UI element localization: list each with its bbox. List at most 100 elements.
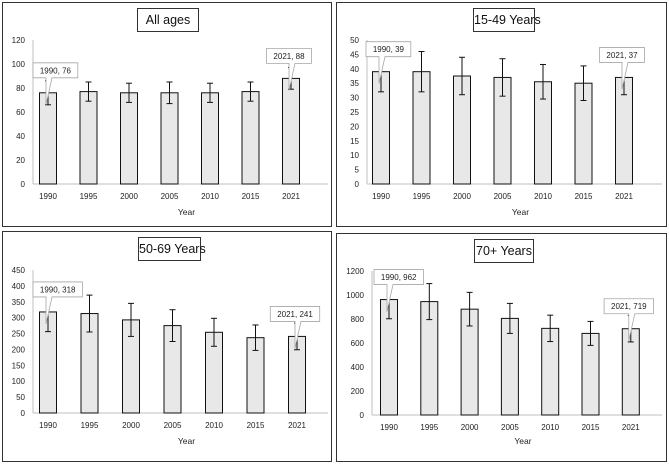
y-tick-label: 20 xyxy=(16,156,25,165)
data-label: 1990, 76 xyxy=(40,66,72,75)
data-label: 1990, 962 xyxy=(381,273,417,282)
x-tick-label: 2015 xyxy=(242,192,260,201)
bar xyxy=(160,92,179,185)
x-tick-label: 2000 xyxy=(120,192,138,201)
y-tick-label: 40 xyxy=(350,65,359,74)
x-tick-label: 2021 xyxy=(282,192,300,201)
chart-panel-50-69-years: 50-69 Years 0 50 100 150 200 250 300 350 400 450 1… xyxy=(2,231,332,462)
x-axis-title: Year xyxy=(178,207,195,217)
x-tick-label: 1990 xyxy=(39,421,57,430)
y-tick-label: 40 xyxy=(16,132,25,141)
y-tick-label: 0 xyxy=(21,180,26,189)
x-tick-label: 1990 xyxy=(39,192,57,201)
chart-title: 50-69 Years xyxy=(138,237,206,261)
data-label: 2021, 241 xyxy=(277,310,313,319)
bar xyxy=(79,91,98,185)
bar xyxy=(201,92,219,185)
x-tick-label: 1995 xyxy=(80,192,98,201)
data-label: 2021, 88 xyxy=(273,52,305,61)
y-tick-label: 45 xyxy=(350,50,359,59)
y-tick-label: 1200 xyxy=(346,267,364,276)
data-label-callout: 2021, 88 xyxy=(266,48,312,91)
y-tick-label: 200 xyxy=(351,387,365,396)
data-label-callout: 2021, 37 xyxy=(599,47,645,90)
x-tick-label: 2010 xyxy=(534,192,552,201)
callout-box xyxy=(373,269,424,312)
data-label: 2021, 719 xyxy=(611,302,647,311)
bar xyxy=(120,92,138,185)
x-tick-label: 2010 xyxy=(541,423,559,432)
y-tick-label: 20 xyxy=(350,122,359,131)
x-tick-label: 1995 xyxy=(420,423,438,432)
y-tick-label: 30 xyxy=(350,94,359,103)
y-tick-label: 80 xyxy=(16,84,25,93)
data-label: 2021, 37 xyxy=(606,51,638,60)
callout-box xyxy=(269,306,321,349)
y-tick-label: 200 xyxy=(12,345,26,354)
y-tick-label: 100 xyxy=(12,377,26,386)
y-tick-label: 35 xyxy=(350,79,359,88)
x-tick-label: 1990 xyxy=(372,192,390,201)
x-tick-label: 2015 xyxy=(575,192,593,201)
callout-box xyxy=(365,41,412,84)
data-label-callout: 1990, 39 xyxy=(365,41,412,84)
data-label-callout: 1990, 962 xyxy=(373,269,424,312)
x-tick-label: 2010 xyxy=(201,192,219,201)
y-tick-label: 800 xyxy=(351,315,365,324)
chart-panel-15-49-years: 15-49 Years 0 5 10 15 20 25 30 35 40 45 50 1990 1995… xyxy=(336,2,667,227)
data-label-callout: 2021, 719 xyxy=(603,298,654,341)
x-axis-title: Year xyxy=(514,436,531,446)
y-tick-label: 120 xyxy=(12,36,26,45)
y-tick-label: 400 xyxy=(12,282,26,291)
y-tick-label: 0 xyxy=(21,409,26,418)
y-tick-label: 25 xyxy=(350,108,359,117)
y-tick-label: 10 xyxy=(350,151,359,160)
x-tick-label: 1995 xyxy=(413,192,431,201)
y-tick-label: 1000 xyxy=(346,291,364,300)
chart-panel-all-ages: All ages 0 20 40 60 80 100 120 1990 1995 2000 2005… xyxy=(2,2,332,227)
x-tick-label: 2015 xyxy=(247,421,265,430)
y-tick-label: 50 xyxy=(350,36,359,45)
chart-title: 15-49 Years xyxy=(473,8,541,32)
y-tick-label: 15 xyxy=(350,137,359,146)
data-label-callout: 1990, 76 xyxy=(32,62,79,105)
bar xyxy=(282,77,300,185)
bar xyxy=(241,91,260,185)
chart-title: All ages xyxy=(137,8,199,32)
x-tick-label: 2015 xyxy=(582,423,600,432)
x-tick-label: 2000 xyxy=(461,423,479,432)
x-tick-label: 2005 xyxy=(161,192,179,201)
x-tick-label: 2021 xyxy=(288,421,306,430)
chart-svg: 0 200 400 600 800 1000 1200 1990 1995 2000 2005 201… xyxy=(346,267,662,446)
data-label: 1990, 39 xyxy=(373,45,405,54)
y-tick-label: 0 xyxy=(355,180,360,189)
chart-svg: 0 5 10 15 20 25 30 35 40 45 50 1990 1995 2000 2005 2010… xyxy=(350,36,662,217)
bar xyxy=(39,92,57,185)
callout-box xyxy=(32,62,79,105)
chart-panel-70-plus-years: 70+ Years 0 200 400 600 800 1000 1200 1990 1995 2… xyxy=(336,233,667,462)
x-tick-label: 1995 xyxy=(81,421,99,430)
callout-box xyxy=(266,48,312,91)
y-tick-label: 400 xyxy=(351,363,365,372)
y-tick-label: 60 xyxy=(16,108,25,117)
chart-svg: 0 20 40 60 80 100 120 1990 1995 2000 2005 2010 2015 2… xyxy=(12,36,328,217)
x-tick-label: 2005 xyxy=(164,421,182,430)
y-tick-label: 0 xyxy=(360,411,365,420)
y-tick-label: 100 xyxy=(12,60,26,69)
x-tick-label: 2021 xyxy=(622,423,640,432)
x-tick-label: 2000 xyxy=(122,421,140,430)
chart-title: 70+ Years xyxy=(474,239,534,263)
callout-box xyxy=(32,281,83,325)
callout-box xyxy=(599,47,645,90)
callout-box xyxy=(603,298,654,341)
y-tick-label: 300 xyxy=(12,314,26,323)
data-label: 1990, 318 xyxy=(40,285,76,294)
y-tick-label: 150 xyxy=(12,361,26,370)
x-tick-label: 2010 xyxy=(205,421,223,430)
y-tick-label: 350 xyxy=(12,298,26,307)
data-label-callout: 1990, 318 xyxy=(32,281,83,325)
x-tick-label: 2005 xyxy=(494,192,512,201)
x-tick-label: 2005 xyxy=(501,423,519,432)
data-label-callout: 2021, 241 xyxy=(269,306,321,349)
x-axis-title: Year xyxy=(178,436,195,446)
